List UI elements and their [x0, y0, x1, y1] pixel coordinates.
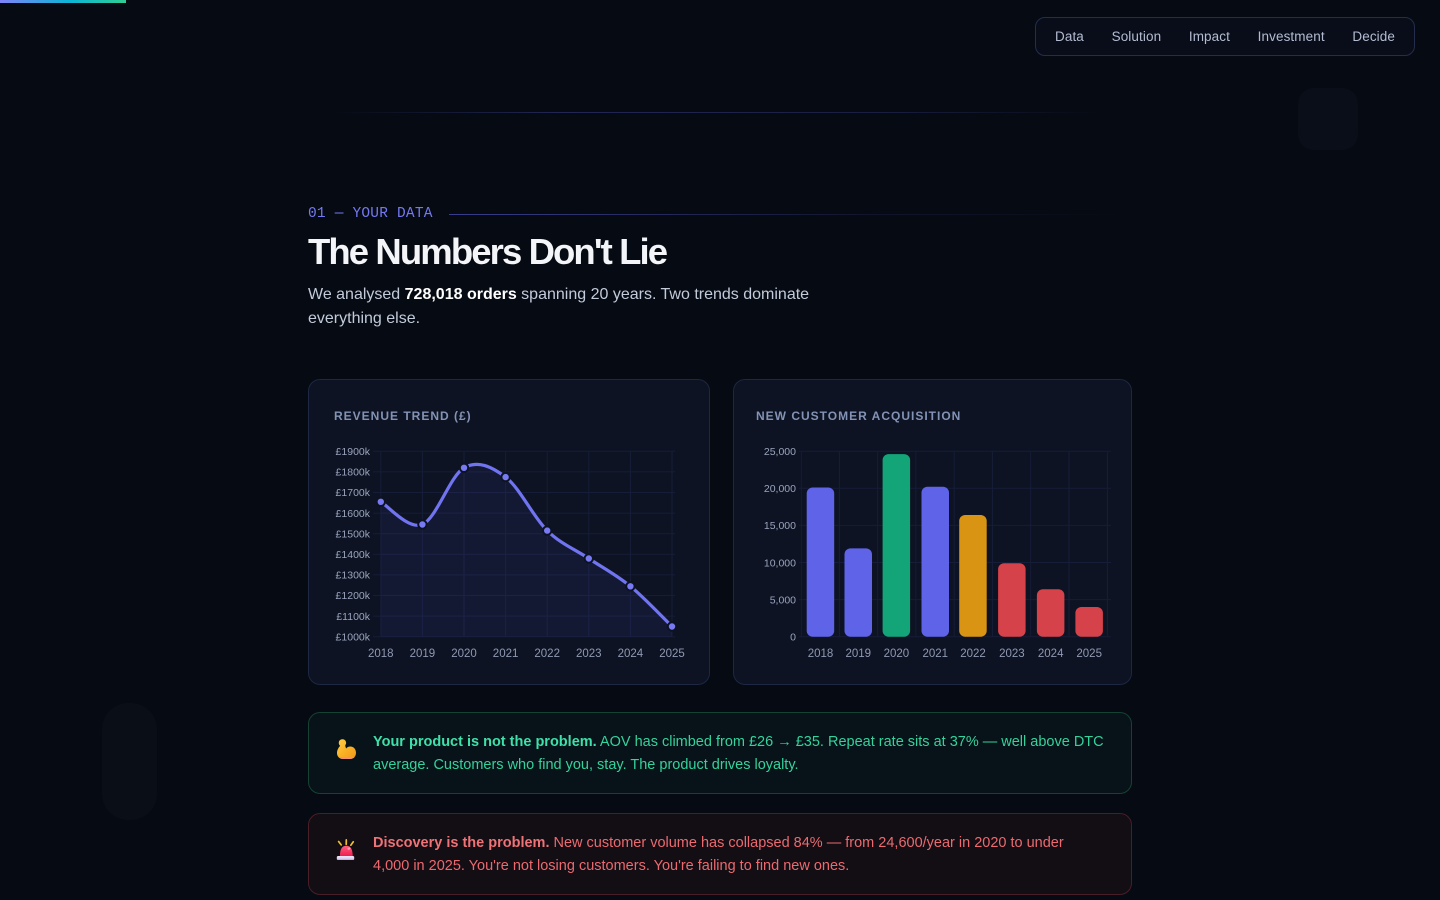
svg-text:2019: 2019	[846, 648, 872, 660]
svg-text:£1200k: £1200k	[336, 590, 371, 602]
svg-text:£1700k: £1700k	[336, 487, 371, 499]
svg-text:2023: 2023	[576, 648, 602, 660]
svg-text:2024: 2024	[1038, 648, 1064, 660]
svg-text:2024: 2024	[618, 648, 644, 660]
svg-text:2022: 2022	[534, 648, 560, 660]
svg-text:£1500k: £1500k	[336, 528, 371, 540]
svg-text:2019: 2019	[410, 648, 436, 660]
svg-text:15,000: 15,000	[764, 520, 796, 532]
svg-text:2018: 2018	[368, 648, 394, 660]
svg-text:£1300k: £1300k	[336, 570, 371, 582]
svg-text:2020: 2020	[884, 648, 910, 660]
svg-text:£1800k: £1800k	[336, 467, 371, 479]
svg-text:10,000: 10,000	[764, 557, 796, 569]
svg-text:2023: 2023	[999, 648, 1025, 660]
svg-text:5,000: 5,000	[770, 594, 796, 606]
svg-text:£1100k: £1100k	[336, 611, 370, 623]
svg-text:20,000: 20,000	[764, 483, 796, 495]
svg-text:£1400k: £1400k	[336, 549, 371, 561]
svg-text:2020: 2020	[451, 648, 477, 660]
svg-text:2022: 2022	[960, 648, 986, 660]
svg-text:2025: 2025	[1076, 648, 1102, 660]
svg-text:£1900k: £1900k	[336, 446, 371, 458]
svg-text:2025: 2025	[659, 648, 685, 660]
svg-text:2018: 2018	[808, 648, 834, 660]
svg-text:2021: 2021	[923, 648, 949, 660]
svg-text:£1600k: £1600k	[336, 508, 371, 520]
svg-text:0: 0	[790, 632, 796, 644]
svg-text:2021: 2021	[493, 648, 519, 660]
svg-text:25,000: 25,000	[764, 446, 796, 458]
svg-text:£1000k: £1000k	[336, 631, 371, 643]
